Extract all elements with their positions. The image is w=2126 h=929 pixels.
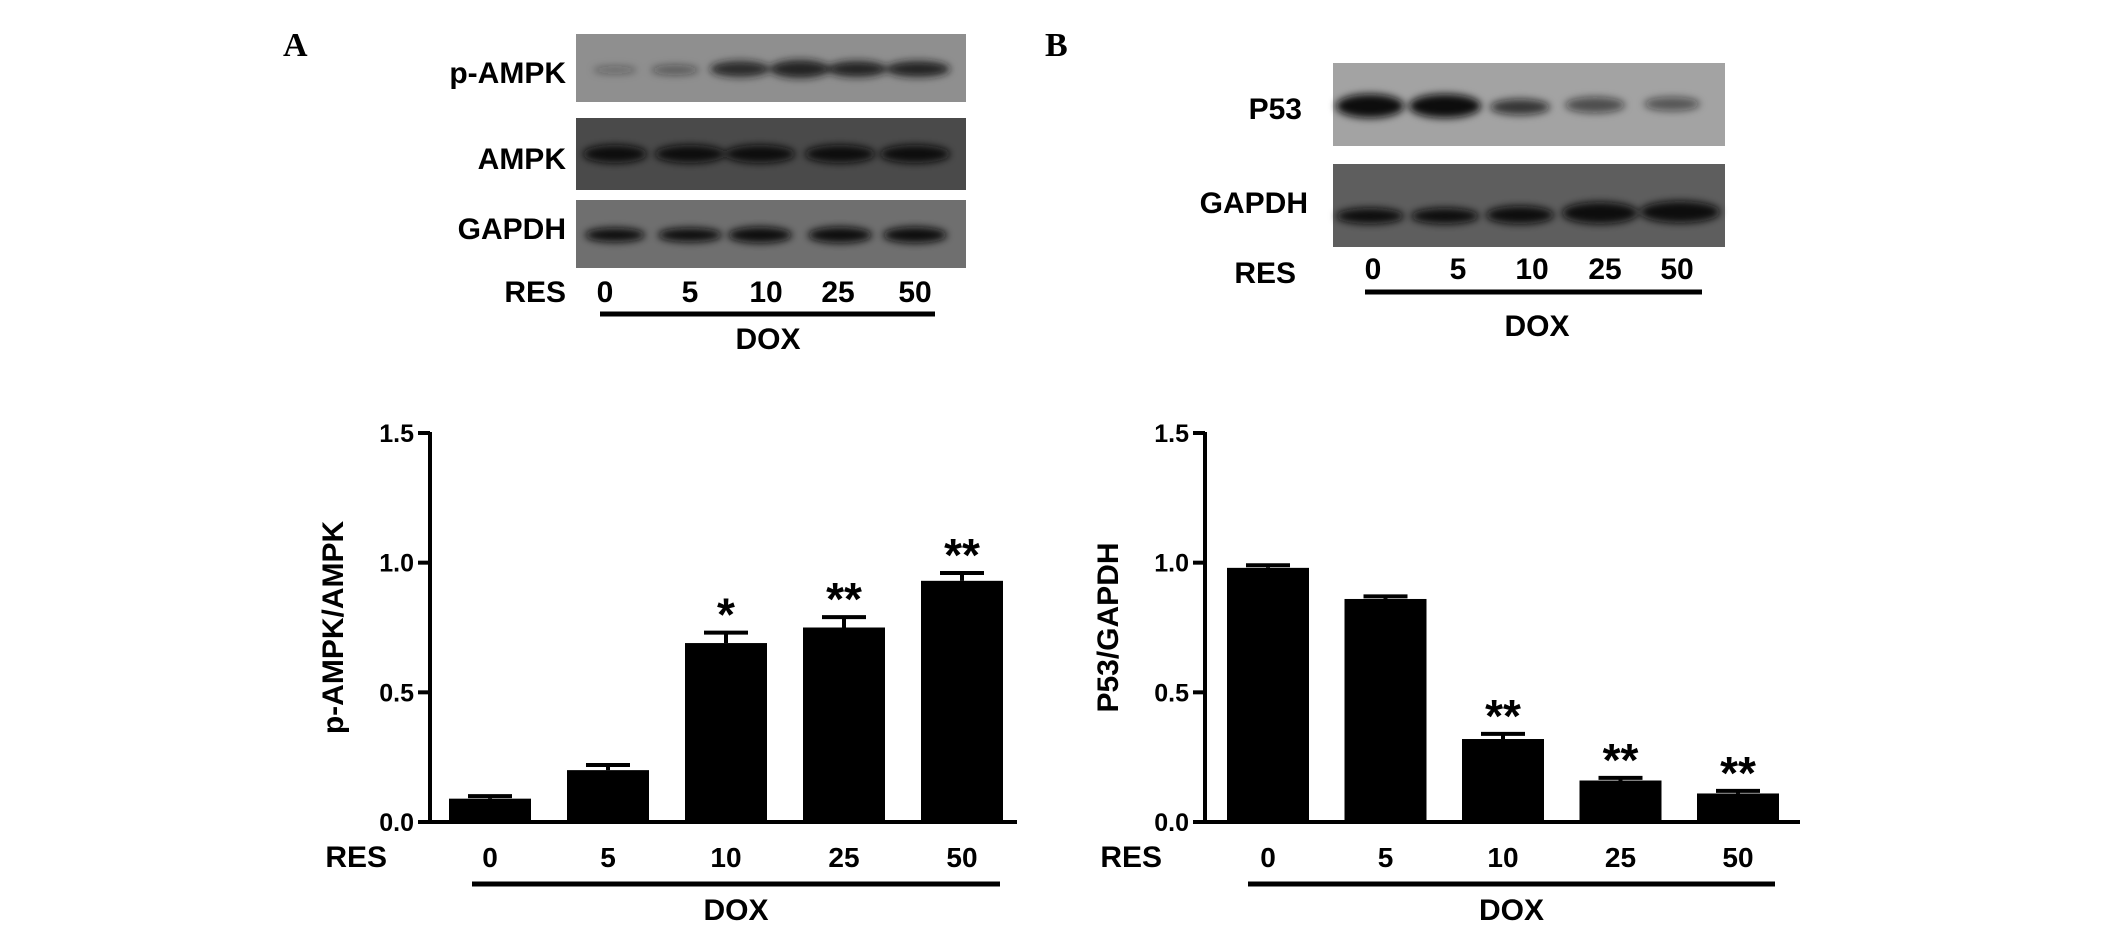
bar — [921, 580, 1003, 822]
blot-a-dose-4: 50 — [898, 276, 931, 309]
significance-marker: ** — [1603, 734, 1639, 786]
bar — [803, 627, 885, 822]
bar-chart-p53-gapdh: 0.0 0.5 1.0 1.5 P53/GAPDH 0 5 ** 10 ** 25 ** 50 RES DO… — [1092, 420, 1800, 927]
bar — [685, 643, 767, 822]
x-tick-label: 5 — [600, 842, 616, 873]
bar — [1227, 567, 1309, 822]
y-axis-label: p-AMPK/AMPK — [317, 521, 350, 735]
blot-b-dose-0: 0 — [1365, 253, 1382, 286]
y-tick-label: 0.0 — [1154, 809, 1189, 837]
bar-chart-p-ampk-ampk: 0.0 0.5 1.0 1.5 p-AMPK/AMPK 0 5 * 10 ** 25 ** 50 RES D… — [317, 420, 1017, 927]
blot-b-res-label: RES — [1234, 257, 1296, 290]
panel-letter-a: A — [283, 27, 308, 64]
blot-a-dose-2: 10 — [749, 276, 782, 309]
blot-a-label-row-3: GAPDH — [458, 213, 566, 246]
x-tick-label: 25 — [1605, 842, 1636, 873]
y-axis-label: P53/GAPDH — [1092, 542, 1125, 712]
blot-strip-p-ampk — [576, 34, 966, 102]
western-blot-b: P53 GAPDH RES 0 5 10 25 50 DOX — [1200, 63, 1725, 343]
bar — [1462, 739, 1544, 822]
blot-strip-ampk — [576, 118, 966, 190]
western-blot-a: p-AMPK AMPK GAPDH RES 0 5 10 25 50 DOX — [449, 34, 966, 356]
blot-b-dose-3: 25 — [1588, 253, 1621, 286]
blot-strip-gapdh-a — [576, 200, 966, 268]
blot-b-dox-label: DOX — [1504, 310, 1569, 343]
blot-a-dose-1: 5 — [682, 276, 699, 309]
blot-a-dox-label: DOX — [735, 323, 800, 356]
x-prefix-label: RES — [325, 841, 387, 874]
blot-strip-gapdh-b — [1333, 164, 1725, 247]
x-tick-label: 25 — [828, 842, 859, 873]
blot-a-dose-3: 25 — [821, 276, 854, 309]
blot-a-res-label: RES — [504, 276, 566, 309]
y-tick-label: 0.5 — [1154, 679, 1189, 707]
x-tick-label: 50 — [946, 842, 977, 873]
bar — [1344, 598, 1427, 822]
bar — [567, 770, 649, 822]
y-tick-label: 1.5 — [379, 420, 414, 448]
y-tick-label: 1.5 — [1154, 420, 1189, 448]
x-tick-label: 10 — [1487, 842, 1518, 873]
x-tick-label: 0 — [1260, 842, 1276, 873]
y-tick-label: 0.0 — [379, 809, 414, 837]
group-label: DOX — [703, 894, 768, 927]
x-tick-label: 5 — [1378, 842, 1394, 873]
y-tick-label: 0.5 — [379, 679, 414, 707]
group-label: DOX — [1479, 894, 1544, 927]
significance-marker: * — [717, 589, 735, 641]
blot-a-label-row-2: AMPK — [478, 143, 567, 176]
blot-b-label-row-1: P53 — [1249, 93, 1302, 126]
x-tick-label: 0 — [482, 842, 498, 873]
blot-strip-p53 — [1333, 63, 1725, 146]
significance-marker: ** — [1720, 747, 1756, 799]
blot-b-dose-2: 10 — [1515, 253, 1548, 286]
blot-b-dose-4: 50 — [1660, 253, 1693, 286]
y-tick-label: 1.0 — [1154, 550, 1189, 578]
significance-marker: ** — [1485, 690, 1521, 742]
significance-marker: ** — [826, 573, 862, 625]
x-tick-label: 10 — [710, 842, 741, 873]
y-tick-label: 1.0 — [379, 550, 414, 578]
blot-a-label-row-1: p-AMPK — [449, 57, 566, 90]
blot-b-label-row-2: GAPDH — [1200, 187, 1308, 220]
blot-a-dose-0: 0 — [597, 276, 614, 309]
bar — [1697, 793, 1779, 822]
bar — [449, 798, 531, 822]
blot-b-dose-1: 5 — [1450, 253, 1467, 286]
bar — [1579, 780, 1662, 822]
significance-marker: ** — [944, 529, 980, 581]
x-prefix-label: RES — [1100, 841, 1162, 874]
panel-letter-b: B — [1045, 27, 1068, 64]
x-tick-label: 50 — [1722, 842, 1753, 873]
